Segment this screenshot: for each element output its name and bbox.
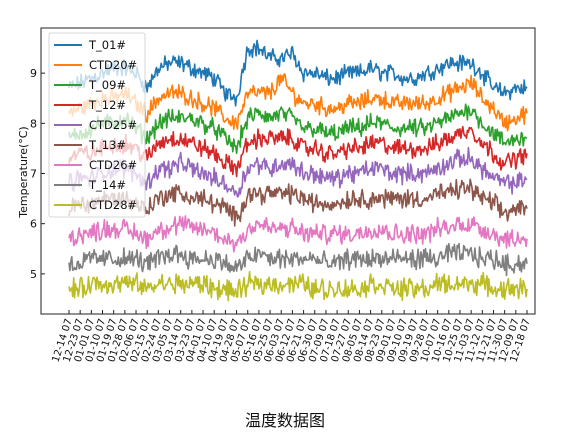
y-tick-label: 5 bbox=[30, 268, 37, 281]
chart-caption: 温度数据图 bbox=[244, 411, 325, 430]
legend: T_01# CTD20# T_09# T_12# CTD25# T_13# CTD26# T_… bbox=[48, 32, 146, 218]
y-tick-label: 8 bbox=[30, 117, 37, 130]
legend-entry: T_13# bbox=[88, 138, 126, 152]
y-axis: 5 6 7 8 9 bbox=[30, 67, 45, 281]
y-tick-label: 6 bbox=[30, 218, 37, 231]
legend-entry: CTD28# bbox=[89, 198, 137, 212]
legend-entry: T_09# bbox=[88, 78, 126, 92]
y-tick-label: 7 bbox=[30, 168, 37, 181]
series-line-ctd28 bbox=[68, 270, 528, 302]
plot-frame bbox=[40, 27, 536, 315]
legend-entry: CTD20# bbox=[89, 58, 137, 72]
legend-box bbox=[48, 32, 146, 218]
legend-entry: T_01# bbox=[88, 38, 126, 52]
series-line-t14 bbox=[68, 242, 528, 277]
legend-entry: T_14# bbox=[88, 178, 126, 192]
legend-entry: T_12# bbox=[88, 98, 126, 112]
y-tick-label: 9 bbox=[30, 67, 37, 80]
series-line-ctd26 bbox=[68, 215, 528, 253]
legend-entry: CTD25# bbox=[89, 118, 137, 132]
legend-entry: CTD26# bbox=[89, 158, 137, 172]
y-axis-label: Temperature(°C) bbox=[17, 126, 30, 218]
